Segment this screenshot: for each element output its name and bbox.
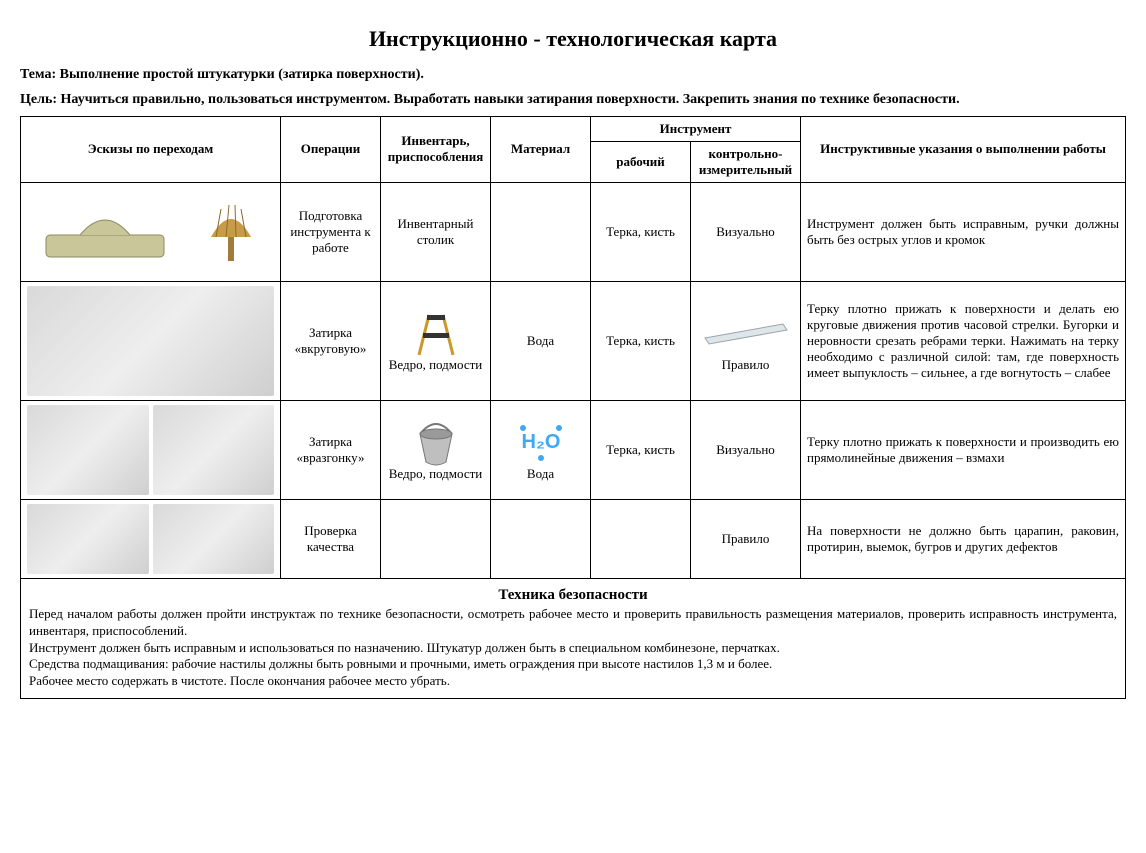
bucket-icon xyxy=(414,418,458,466)
safety-title: Техника безопасности xyxy=(27,587,1119,604)
safety-body: Перед началом работы должен пройти инстр… xyxy=(27,604,1119,694)
goal-label: Цель: xyxy=(20,92,57,107)
instructions-cell: Терку плотно прижать к поверхности и про… xyxy=(801,400,1126,499)
water-icon: H₂O xyxy=(513,420,569,464)
col-operation: Операции xyxy=(281,116,381,182)
goal-line: Цель: Научиться правильно, пользоваться … xyxy=(20,91,1126,110)
brush-icon xyxy=(201,197,261,267)
table-row: Затирка «вкруговую» Ведро, подмости Вода… xyxy=(21,281,1126,400)
sketch-illustration xyxy=(27,504,149,574)
operation-cell: Подготовка инструмента к работе xyxy=(281,182,381,281)
safety-row: Техника безопасности Перед началом работ… xyxy=(21,578,1126,698)
inventory-cell: Ведро, подмости xyxy=(381,281,491,400)
tool-working-cell: Терка, кисть xyxy=(591,281,691,400)
table-header-row-1: Эскизы по переходам Операции Инвентарь, … xyxy=(21,116,1126,141)
instructions-cell: Инструмент должен быть исправным, ручки … xyxy=(801,182,1126,281)
theme-text: Выполнение простой штукатурки (затирка п… xyxy=(60,67,424,82)
inventory-label: Ведро, подмости xyxy=(387,466,484,482)
stepstool-icon xyxy=(411,309,461,357)
col-tool-group: Инструмент xyxy=(591,116,801,141)
material-cell: Вода xyxy=(491,281,591,400)
inventory-cell xyxy=(381,499,491,578)
col-instructions: Инструктивные указания о выполнении рабо… xyxy=(801,116,1126,182)
sketch-illustration xyxy=(153,504,275,574)
theme-line: Тема: Выполнение простой штукатурки (зат… xyxy=(20,66,1126,85)
col-tool-measure: контрольно-измерительный xyxy=(691,141,801,182)
page-title: Инструкционно - технологическая карта xyxy=(20,26,1126,52)
sketch-illustration xyxy=(27,405,149,495)
col-tool-working: рабочий xyxy=(591,141,691,182)
sketch-cell xyxy=(21,400,281,499)
operation-cell: Затирка «вкруговую» xyxy=(281,281,381,400)
inventory-label: Ведро, подмости xyxy=(387,357,484,373)
sketch-cell xyxy=(21,499,281,578)
col-inventory: Инвентарь, приспособления xyxy=(381,116,491,182)
table-row: Подготовка инструмента к работе Инвентар… xyxy=(21,182,1126,281)
sketch-cell xyxy=(21,281,281,400)
svg-text:H₂O: H₂O xyxy=(521,431,560,453)
tool-measure-cell: Правило xyxy=(691,499,801,578)
instructions-cell: На поверхности не должно быть царапин, р… xyxy=(801,499,1126,578)
col-material: Материал xyxy=(491,116,591,182)
col-sketch: Эскизы по переходам xyxy=(21,116,281,182)
safety-line: Рабочее место содержать в чистоте. После… xyxy=(29,673,1117,690)
safety-line: Перед началом работы должен пройти инстр… xyxy=(29,606,1117,640)
tool-working-cell: Терка, кисть xyxy=(591,182,691,281)
material-cell xyxy=(491,499,591,578)
sketch-illustration xyxy=(27,286,274,396)
tool-working-cell xyxy=(591,499,691,578)
theme-label: Тема: xyxy=(20,67,56,82)
material-label: Вода xyxy=(497,466,584,482)
material-cell xyxy=(491,182,591,281)
inventory-cell: Ведро, подмости xyxy=(381,400,491,499)
tool-measure-cell: Визуально xyxy=(691,182,801,281)
tool-working-cell: Терка, кисть xyxy=(591,400,691,499)
rule-icon xyxy=(703,318,789,348)
safety-line: Средства подмащивания: рабочие настилы д… xyxy=(29,656,1117,673)
operation-cell: Затирка «вразгонку» xyxy=(281,400,381,499)
tool-measure-label: Правило xyxy=(697,357,794,373)
trowel-icon xyxy=(40,197,170,267)
goal-text: Научиться правильно, пользоваться инстру… xyxy=(61,92,960,107)
operation-cell: Проверка качества xyxy=(281,499,381,578)
table-row: Проверка качества Правило На поверхности… xyxy=(21,499,1126,578)
safety-line: Инструмент должен быть исправным и испол… xyxy=(29,640,1117,657)
tool-measure-cell: Визуально xyxy=(691,400,801,499)
instructions-cell: Терку плотно прижать к поверхности и дел… xyxy=(801,281,1126,400)
material-cell: H₂O Вода xyxy=(491,400,591,499)
inventory-cell: Инвентарный столик xyxy=(381,182,491,281)
table-row: Затирка «вразгонку» Ведро, подмости H₂O xyxy=(21,400,1126,499)
sketch-illustration xyxy=(153,405,275,495)
tool-measure-cell: Правило xyxy=(691,281,801,400)
tech-table: Эскизы по переходам Операции Инвентарь, … xyxy=(20,116,1126,699)
sketch-cell xyxy=(21,182,281,281)
